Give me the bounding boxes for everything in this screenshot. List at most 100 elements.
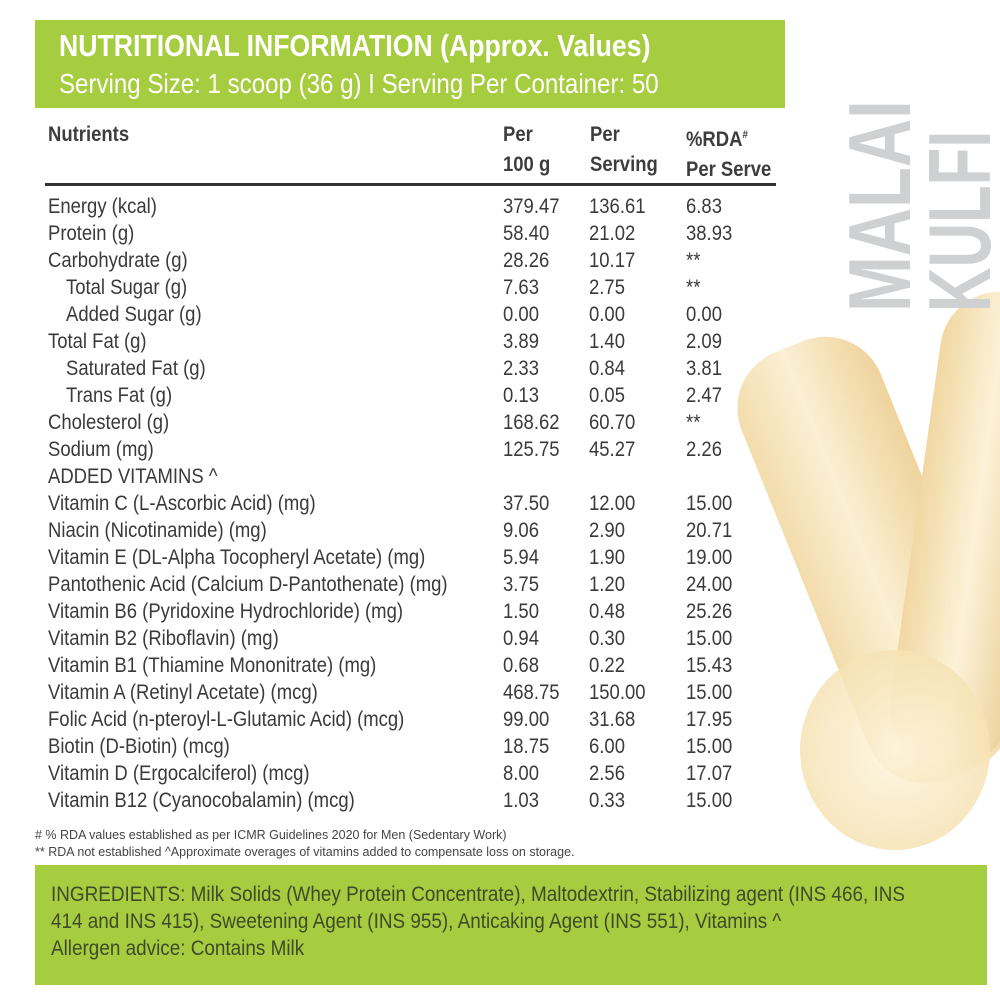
table-row: Vitamin B6 (Pyridoxine Hydrochloride) (m… — [48, 600, 788, 627]
rda-value: 25.26 — [686, 600, 733, 623]
nutrient-name: Trans Fat (g) — [66, 384, 173, 407]
ingredients-line: INGREDIENTS: Milk Solids (Whey Protein C… — [51, 883, 905, 906]
nutrient-name: Folic Acid (n-pteroyl-L-Glutamic Acid) (… — [48, 708, 405, 731]
per-serving-value: 1.40 — [589, 330, 625, 353]
col-header-nutrients: Nutrients — [48, 123, 130, 146]
rda-value: 20.71 — [686, 519, 733, 542]
table-row: Pantothenic Acid (Calcium D-Pantothenate… — [48, 573, 788, 600]
per-100g-value: 0.94 — [503, 627, 539, 650]
footnote-rda: # % RDA values established as per ICMR G… — [35, 828, 507, 842]
nutrient-name: Vitamin D (Ergocalciferol) (mcg) — [48, 762, 310, 785]
per-serving-value: 136.61 — [589, 195, 646, 218]
nutrient-name: Vitamin E (DL-Alpha Tocopheryl Acetate) … — [48, 546, 426, 569]
rda-value: 2.26 — [686, 438, 722, 461]
serving-info: Serving Size: 1 scoop (36 g) I Serving P… — [59, 68, 659, 99]
per-serving-value: 2.75 — [589, 276, 625, 299]
col-header-rda: %RDA# Per Serve — [686, 128, 772, 181]
rda-value: 24.00 — [686, 573, 733, 596]
table-row: Total Fat (g) 3.89 1.40 2.09 — [48, 330, 788, 357]
table-row: Carbohydrate (g) 28.26 10.17 ** — [48, 249, 788, 276]
per-100g-value: 468.75 — [503, 681, 560, 704]
table-row: Total Sugar (g) 7.63 2.75 ** — [48, 276, 788, 303]
per-100g-value: 58.40 — [503, 222, 550, 245]
nutrient-name: Total Sugar (g) — [66, 276, 188, 299]
per-100g-value: 7.63 — [503, 276, 539, 299]
rda-value: ** — [686, 249, 701, 272]
rda-value: 15.00 — [686, 492, 733, 515]
flavor-name-line2: KULFI — [910, 130, 1000, 312]
per-100g-value: 99.00 — [503, 708, 550, 731]
per-serving-value: 0.84 — [589, 357, 625, 380]
col-header-per-serving: Per Serving — [590, 123, 658, 176]
table-row: Added Sugar (g) 0.00 0.00 0.00 — [48, 303, 788, 330]
nutrient-name: Vitamin B1 (Thiamine Mononitrate) (mg) — [48, 654, 377, 677]
table-row: Vitamin E (DL-Alpha Tocopheryl Acetate) … — [48, 546, 788, 573]
ingredients-line: 414 and INS 415), Sweetening Agent (INS … — [51, 910, 782, 933]
rda-value: 19.00 — [686, 546, 733, 569]
nutrient-name: Added Sugar (g) — [66, 303, 202, 326]
nutrient-name: Protein (g) — [48, 222, 135, 245]
table-row: Niacin (Nicotinamide) (mg) 9.06 2.90 20.71 — [48, 519, 788, 546]
nutrient-name: Vitamin B6 (Pyridoxine Hydrochloride) (m… — [48, 600, 404, 623]
per-serving-value: 31.68 — [589, 708, 636, 731]
header-divider — [45, 183, 776, 186]
table-row: Protein (g) 58.40 21.02 38.93 — [48, 222, 788, 249]
per-serving-value: 10.17 — [589, 249, 636, 272]
milk-splash-image — [800, 650, 990, 850]
per-100g-value: 8.00 — [503, 762, 539, 785]
nutrient-name: Sodium (mg) — [48, 438, 154, 461]
per-serving-value: 0.05 — [589, 384, 625, 407]
rda-value: ** — [686, 276, 701, 299]
nutrient-name: Carbohydrate (g) — [48, 249, 188, 272]
per-100g-value: 125.75 — [503, 438, 560, 461]
nutrient-name: Vitamin B2 (Riboflavin) (mg) — [48, 627, 279, 650]
nutrient-name: Vitamin A (Retinyl Acetate) (mcg) — [48, 681, 318, 704]
nutrient-name: Biotin (D-Biotin) (mcg) — [48, 735, 230, 758]
rda-value: 15.00 — [686, 627, 733, 650]
table-row: Saturated Fat (g) 2.33 0.84 3.81 — [48, 357, 788, 384]
per-serving-value: 0.22 — [589, 654, 625, 677]
per-serving-value: 0.48 — [589, 600, 625, 623]
per-serving-value: 1.20 — [589, 573, 625, 596]
header-banner: NUTRITIONAL INFORMATION (Approx. Values)… — [35, 20, 785, 108]
table-row: Folic Acid (n-pteroyl-L-Glutamic Acid) (… — [48, 708, 788, 735]
rda-value: 6.83 — [686, 195, 722, 218]
nutrient-name: Saturated Fat (g) — [66, 357, 206, 380]
table-row: Vitamin B2 (Riboflavin) (mg) 0.94 0.30 15.0… — [48, 627, 788, 654]
rda-value: ** — [686, 411, 701, 434]
per-serving-value: 0.30 — [589, 627, 625, 650]
footnote-not-established: ** RDA not established ^Approximate over… — [35, 845, 575, 859]
nutrient-name: Total Fat (g) — [48, 330, 147, 353]
per-100g-value: 0.13 — [503, 384, 539, 407]
table-row: Vitamin C (L-Ascorbic Acid) (mg) 37.50 12.… — [48, 492, 788, 519]
panel-title: NUTRITIONAL INFORMATION (Approx. Values) — [59, 28, 651, 63]
per-serving-value: 2.90 — [589, 519, 625, 542]
nutrient-name: Pantothenic Acid (Calcium D-Pantothenate… — [48, 573, 448, 596]
per-100g-value: 2.33 — [503, 357, 539, 380]
rda-value: 0.00 — [686, 303, 722, 326]
per-serving-value: 2.56 — [589, 762, 625, 785]
per-serving-value: 60.70 — [589, 411, 636, 434]
per-100g-value: 168.62 — [503, 411, 560, 434]
nutrient-name: ADDED VITAMINS ^ — [48, 465, 218, 488]
rda-value: 15.00 — [686, 681, 733, 704]
ingredients-box: INGREDIENTS: Milk Solids (Whey Protein C… — [35, 865, 987, 985]
table-row: Vitamin B1 (Thiamine Mononitrate) (mg) 0.… — [48, 654, 788, 681]
per-serving-value: 45.27 — [589, 438, 636, 461]
rda-value: 15.00 — [686, 735, 733, 758]
rda-value: 15.43 — [686, 654, 733, 677]
per-100g-value: 9.06 — [503, 519, 539, 542]
nutrient-name: Niacin (Nicotinamide) (mg) — [48, 519, 267, 542]
per-100g-value: 28.26 — [503, 249, 550, 272]
per-100g-value: 5.94 — [503, 546, 539, 569]
per-100g-value: 1.03 — [503, 789, 539, 812]
per-100g-value: 18.75 — [503, 735, 550, 758]
per-100g-value: 379.47 — [503, 195, 560, 218]
allergen-advice: Allergen advice: Contains Milk — [51, 937, 305, 960]
per-100g-value: 37.50 — [503, 492, 550, 515]
per-serving-value: 0.33 — [589, 789, 625, 812]
table-row: Cholesterol (g) 168.62 60.70 ** — [48, 411, 788, 438]
per-100g-value: 0.00 — [503, 303, 539, 326]
table-row: Trans Fat (g) 0.13 0.05 2.47 — [48, 384, 788, 411]
table-row: Vitamin D (Ergocalciferol) (mcg) 8.00 2.56… — [48, 762, 788, 789]
